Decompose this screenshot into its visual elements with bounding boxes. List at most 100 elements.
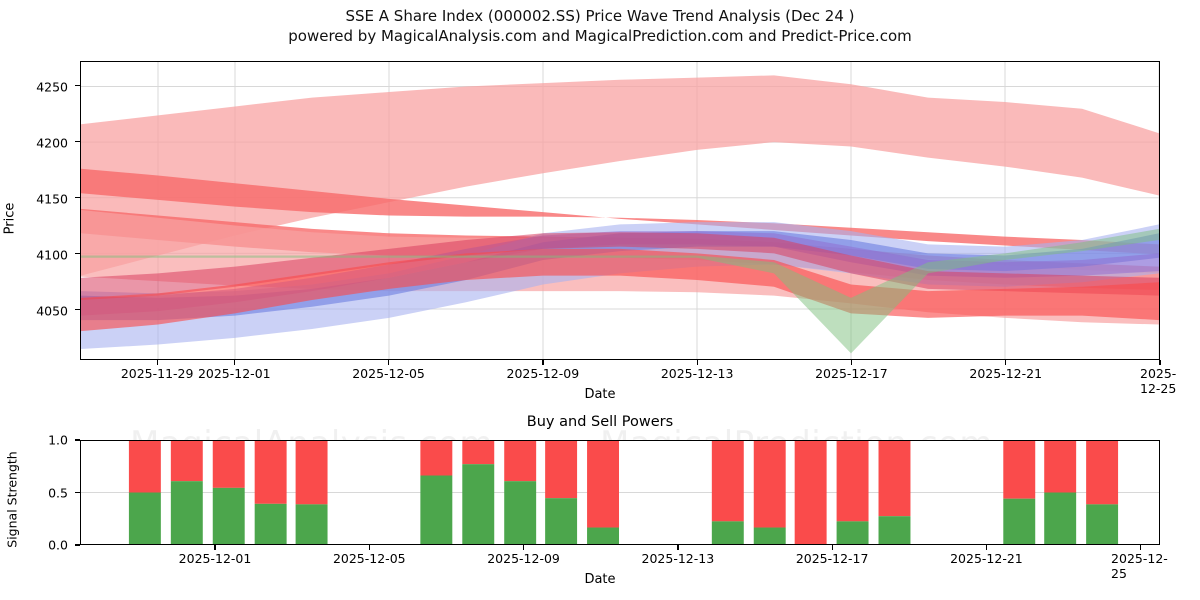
buy-power-segment bbox=[170, 481, 203, 544]
signal-tick-mark bbox=[75, 544, 80, 546]
signal-strength-axis-label: Signal Strength bbox=[4, 451, 20, 548]
date-tick-mark-sub bbox=[677, 545, 679, 550]
date-tick-mark-main bbox=[1005, 360, 1007, 365]
date-tick-mark-main bbox=[156, 360, 158, 365]
sell-power-segment bbox=[170, 441, 203, 482]
signal-bar bbox=[753, 441, 786, 544]
price-tick-label: 4200 bbox=[36, 135, 68, 151]
date-tick-label-main: 2025-11-29 bbox=[120, 366, 194, 381]
buy-power-segment bbox=[254, 503, 287, 544]
date-tick-label-main: 2025-12-13 bbox=[660, 366, 734, 381]
date-tick-label-main: 2025-12-05 bbox=[352, 366, 425, 381]
signal-bar bbox=[794, 441, 827, 544]
buy-power-segment bbox=[836, 521, 869, 544]
signal-bar bbox=[212, 441, 245, 544]
buy-power-segment bbox=[753, 527, 786, 544]
date-tick-label-sub: 2025-12-25 bbox=[1111, 551, 1168, 581]
buy-power-segment bbox=[462, 464, 495, 544]
wave-band-upper-resistance-wide bbox=[81, 75, 1159, 276]
signal-bar bbox=[504, 441, 537, 544]
buy-power-segment bbox=[212, 487, 245, 544]
sell-power-segment bbox=[212, 441, 245, 488]
price-axis-label: Price bbox=[2, 202, 18, 235]
page-subtitle: powered by MagicalAnalysis.com and Magic… bbox=[288, 27, 912, 45]
date-axis-label-main: Date bbox=[584, 387, 616, 402]
buy-power-segment bbox=[1086, 504, 1119, 544]
wave-band-upper-resistance-inner bbox=[81, 168, 1159, 255]
sell-power-segment bbox=[504, 441, 537, 482]
date-tick-label-main: 2025-12-01 bbox=[197, 366, 271, 381]
signal-tick-label: 1.0 bbox=[48, 432, 68, 448]
price-tick-label: 4050 bbox=[36, 303, 68, 319]
sell-power-segment bbox=[462, 441, 495, 465]
sell-power-segment bbox=[1086, 441, 1119, 505]
date-tick-mark-sub bbox=[522, 545, 525, 550]
signal-bar bbox=[1086, 441, 1119, 544]
date-tick-mark-sub bbox=[985, 545, 988, 550]
buy-sell-powers-svg bbox=[81, 441, 1159, 544]
date-tick-mark-main bbox=[387, 360, 390, 365]
buy-sell-powers-title: Buy and Sell Powers bbox=[526, 414, 674, 430]
signal-bar bbox=[1003, 441, 1036, 544]
signal-bar bbox=[545, 441, 578, 544]
date-tick-label-sub: 2025-12-01 bbox=[178, 551, 252, 566]
sell-power-segment bbox=[1003, 441, 1036, 499]
page-title: SSE A Share Index (000002.SS) Price Wave… bbox=[345, 7, 855, 25]
date-tick-mark-main bbox=[696, 360, 698, 365]
wave-band-red-trend-core bbox=[81, 232, 1159, 301]
sell-power-segment bbox=[128, 441, 161, 493]
price-tick-mark bbox=[75, 197, 80, 199]
sell-power-segment bbox=[545, 441, 578, 499]
signal-bar bbox=[587, 441, 620, 544]
price-tick-mark bbox=[75, 85, 80, 87]
date-tick-label-main: 2025-12-17 bbox=[815, 366, 888, 381]
signal-bar bbox=[462, 441, 495, 544]
sell-power-segment bbox=[878, 441, 911, 517]
buy-sell-powers-plot bbox=[80, 440, 1160, 545]
sell-power-segment bbox=[295, 441, 328, 505]
buy-power-segment bbox=[587, 527, 620, 544]
price-tick-mark bbox=[75, 309, 80, 311]
buy-power-segment bbox=[1044, 492, 1077, 544]
sell-power-segment bbox=[753, 441, 786, 528]
date-tick-mark-main bbox=[1159, 360, 1161, 365]
sell-power-segment bbox=[1044, 441, 1077, 493]
buy-power-segment bbox=[711, 521, 744, 544]
price-tick-label: 4150 bbox=[36, 191, 68, 207]
price-tick-label: 4100 bbox=[36, 247, 68, 263]
price-wave-plot bbox=[80, 61, 1160, 360]
signal-tick-label: 0.0 bbox=[48, 537, 68, 553]
date-tick-mark-sub bbox=[214, 545, 216, 550]
sell-power-segment bbox=[794, 441, 827, 544]
date-tick-label-sub: 2025-12-13 bbox=[641, 551, 715, 566]
signal-tick-mark bbox=[75, 439, 80, 441]
signal-bar bbox=[170, 441, 203, 544]
date-tick-mark-sub bbox=[368, 545, 370, 550]
buy-power-segment bbox=[128, 492, 161, 544]
date-tick-label-main: 2025-12-21 bbox=[969, 366, 1043, 381]
buy-power-segment bbox=[295, 504, 328, 544]
sell-power-segment bbox=[711, 441, 744, 522]
date-tick-label-sub: 2025-12-17 bbox=[795, 551, 869, 566]
signal-bar bbox=[254, 441, 287, 544]
sell-power-segment bbox=[587, 441, 620, 528]
signal-bar bbox=[128, 441, 161, 544]
signal-bar bbox=[420, 441, 453, 544]
buy-power-segment bbox=[545, 498, 578, 544]
date-tick-mark-sub bbox=[831, 545, 833, 550]
date-tick-label-sub: 2025-12-09 bbox=[487, 551, 560, 566]
buy-power-segment bbox=[878, 516, 911, 544]
signal-bar bbox=[295, 441, 328, 544]
sell-power-segment bbox=[836, 441, 869, 522]
signal-bar bbox=[878, 441, 911, 544]
date-tick-label-main: 2025-12-09 bbox=[506, 366, 580, 381]
date-axis-label-sub: Date bbox=[584, 572, 616, 587]
buy-power-segment bbox=[420, 475, 453, 544]
signal-tick-label: 0.5 bbox=[48, 485, 68, 500]
date-tick-mark-main bbox=[542, 360, 544, 365]
signal-bar bbox=[711, 441, 744, 544]
date-tick-mark-main bbox=[233, 360, 235, 365]
sell-power-segment bbox=[420, 441, 453, 476]
signal-bar bbox=[1044, 441, 1077, 544]
